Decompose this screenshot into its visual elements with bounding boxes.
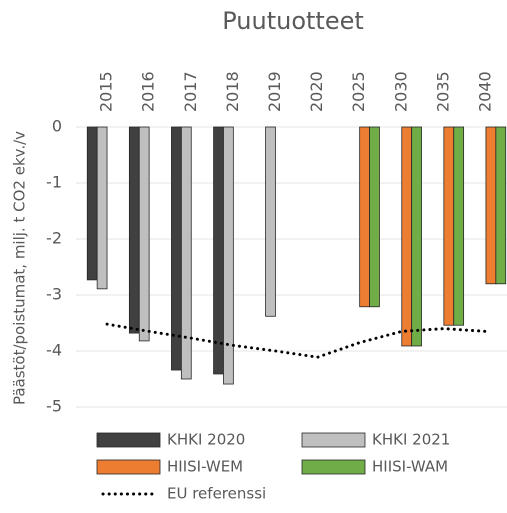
bar	[369, 126, 380, 308]
legend-swatch	[96, 459, 161, 475]
chart-title: Puutuotteet	[222, 7, 364, 35]
bar	[180, 126, 192, 380]
x-tick-label: 2015	[97, 71, 116, 112]
x-tick-label: 2017	[181, 71, 200, 112]
bar	[213, 126, 224, 375]
line	[105, 322, 488, 359]
legend-label: KHKI 2020	[167, 431, 245, 449]
x-tick-label: 2030	[391, 71, 410, 112]
bar	[128, 126, 140, 334]
x-tick-label: 2035	[433, 71, 452, 112]
bar	[443, 126, 455, 326]
bar	[171, 126, 182, 371]
y-axis-label: Päästöt/poistumat, milj. t CO2 ekv./v	[11, 131, 29, 405]
bar	[359, 126, 370, 308]
x-tick-label: 2020	[307, 71, 326, 112]
legend-swatch	[301, 432, 366, 448]
x-tick-label: 2019	[265, 71, 284, 112]
x-tick-label: 2025	[349, 71, 368, 112]
bar	[485, 126, 497, 285]
y-tick-label: -1	[46, 173, 62, 192]
y-tick-label: -2	[46, 229, 62, 248]
legend-label: EU referenssi	[167, 485, 266, 503]
y-tick-label: 0	[52, 117, 62, 136]
bar	[401, 126, 413, 347]
legend-label: HIISI-WAM	[372, 458, 448, 476]
x-tick-label: 2040	[475, 71, 494, 112]
bar	[265, 126, 276, 317]
bar	[411, 126, 422, 347]
bar	[495, 126, 507, 285]
x-tick-label: 2018	[223, 71, 242, 112]
legend-label: HIISI-WEM	[167, 458, 243, 476]
y-tick-label: -3	[46, 285, 62, 304]
bar	[86, 126, 98, 281]
legend-swatch	[301, 459, 366, 475]
bar	[96, 126, 108, 290]
legend-swatch	[96, 432, 161, 448]
y-tick-label: -5	[46, 397, 62, 416]
bar	[223, 126, 234, 385]
y-tick-label: -4	[46, 341, 62, 360]
x-tick-label: 2016	[139, 71, 158, 112]
legend-label: KHKI 2021	[372, 431, 450, 449]
bar	[138, 126, 150, 342]
bar	[453, 126, 465, 326]
